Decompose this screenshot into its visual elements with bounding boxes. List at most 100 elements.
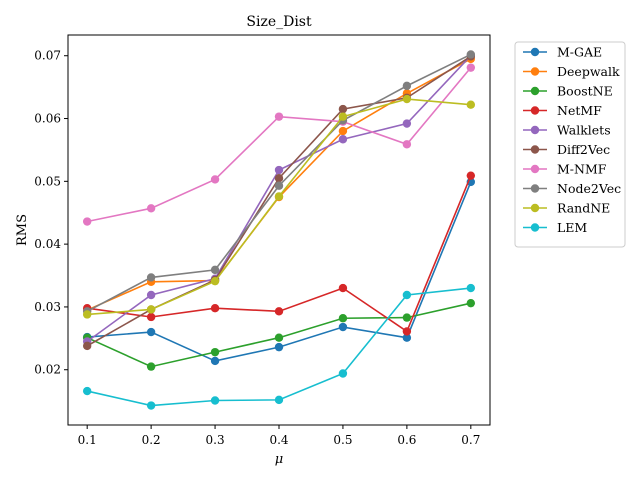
data-point-m-gae xyxy=(338,322,348,332)
data-point-randne xyxy=(338,112,348,121)
legend-item-walklets: Walklets xyxy=(523,123,611,138)
legend-item-node2vec: Node2Vec xyxy=(523,181,621,196)
data-point-boostne xyxy=(466,298,476,308)
y-tick-label: 0.02 xyxy=(34,363,61,377)
x-tick-label: 0.7 xyxy=(461,433,480,447)
data-point-node2vec xyxy=(274,181,284,190)
data-point-netmf xyxy=(146,312,156,322)
data-point-randne xyxy=(82,310,92,319)
legend-marker xyxy=(530,203,540,213)
y-tick-label: 0.05 xyxy=(34,174,61,188)
data-point-m-gae xyxy=(402,333,412,342)
data-point-diff2vec xyxy=(338,104,348,114)
data-point-lem xyxy=(274,395,284,405)
legend-label: LEM xyxy=(557,220,587,235)
x-tick-label: 0.6 xyxy=(397,433,416,447)
legend-marker xyxy=(530,106,540,115)
y-tick-label: 0.07 xyxy=(34,49,61,63)
legend-marker xyxy=(530,86,540,96)
data-point-boostne xyxy=(274,333,284,342)
data-point-m-nmf xyxy=(402,140,412,149)
y-tick-label: 0.04 xyxy=(34,237,61,251)
data-point-netmf xyxy=(274,307,284,316)
data-point-walklets xyxy=(338,135,348,144)
legend-item-diff2vec: Diff2Vec xyxy=(523,142,610,157)
legend-box xyxy=(514,41,626,248)
data-point-netmf xyxy=(338,283,348,293)
data-point-randne xyxy=(466,100,476,109)
series-randne xyxy=(82,94,476,319)
series-node2vec xyxy=(82,50,476,316)
data-point-boostne xyxy=(210,347,220,357)
y-axis-ticks: 0.02 0.03 0.04 0.05 0.06 0.07 xyxy=(34,49,68,377)
data-point-lem xyxy=(82,386,92,396)
data-point-m-nmf xyxy=(146,204,156,213)
legend-label: Diff2Vec xyxy=(557,142,610,157)
data-point-m-gae xyxy=(210,356,220,366)
data-point-boostne xyxy=(146,362,156,371)
data-point-walklets xyxy=(274,165,284,175)
legend-marker xyxy=(530,223,540,232)
legend-item-lem: LEM xyxy=(523,220,587,235)
legend-item-m-nmf: M-NMF xyxy=(523,162,607,177)
data-point-randne xyxy=(146,305,156,314)
plot-area: 0.1 0.2 0.3 0.4 0.5 0.6 0.7 0.020.030.040.050.… xyxy=(34,34,491,447)
legend-label: M-GAE xyxy=(557,45,602,60)
legend-label: Deepwalk xyxy=(557,64,620,79)
x-tick-label: 0.4 xyxy=(269,433,288,447)
data-point-netmf xyxy=(402,327,412,336)
data-point-randne xyxy=(402,94,412,104)
data-point-randne xyxy=(210,276,220,286)
legend-item-m-gae: M-GAE xyxy=(523,45,602,60)
data-point-randne xyxy=(274,192,284,201)
data-point-netmf xyxy=(466,171,476,180)
data-point-m-gae xyxy=(274,342,284,352)
legend-marker xyxy=(530,125,540,135)
y-tick-label: 0.06 xyxy=(34,112,61,126)
data-point-node2vec xyxy=(210,265,220,275)
legend: M-GAE Deepwalk BoostNE NetMF Walklets Diff2Ve… xyxy=(514,41,626,248)
data-point-m-nmf xyxy=(466,63,476,72)
data-point-boostne xyxy=(402,313,412,322)
data-point-walklets xyxy=(402,119,412,128)
x-tick-label: 0.1 xyxy=(78,433,97,447)
data-point-diff2vec xyxy=(274,173,284,183)
data-point-m-gae xyxy=(146,327,156,337)
legend-marker xyxy=(530,67,540,76)
legend-item-randne: RandNE xyxy=(523,201,610,216)
x-tick-label: 0.3 xyxy=(206,433,225,447)
legend-marker xyxy=(530,145,540,154)
series-boostne xyxy=(82,298,476,371)
data-point-lem xyxy=(338,369,348,378)
chart-title: Size_Dist xyxy=(246,14,312,30)
data-point-m-nmf xyxy=(274,112,284,121)
x-tick-label: 0.2 xyxy=(142,433,161,447)
x-tick-label: 0.5 xyxy=(333,433,352,447)
y-tick-label: 0.03 xyxy=(34,300,61,314)
legend-label: BoostNE xyxy=(557,84,613,99)
legend-marker xyxy=(530,184,540,193)
legend-marker xyxy=(530,164,540,174)
data-point-diff2vec xyxy=(82,341,92,351)
series-lem xyxy=(82,283,476,410)
data-point-lem xyxy=(146,401,156,410)
data-point-m-nmf xyxy=(82,217,92,226)
x-axis-ticks: 0.1 0.2 0.3 0.4 0.5 0.6 0.7 xyxy=(78,425,480,447)
legend-item-netmf: NetMF xyxy=(523,103,602,118)
data-point-boostne xyxy=(338,314,348,323)
legend-marker xyxy=(530,47,540,57)
legend-item-deepwalk: Deepwalk xyxy=(523,64,620,79)
data-point-node2vec xyxy=(466,50,476,59)
series-group xyxy=(82,50,476,410)
legend-label: Node2Vec xyxy=(557,181,621,196)
x-axis-label: μ xyxy=(275,452,283,467)
legend-label: NetMF xyxy=(557,103,602,118)
data-point-m-nmf xyxy=(210,175,220,184)
data-point-node2vec xyxy=(146,273,156,282)
data-point-lem xyxy=(402,290,412,300)
legend-item-boostne: BoostNE xyxy=(523,84,613,99)
data-point-deepwalk xyxy=(338,126,348,136)
y-axis-label: RMS xyxy=(15,214,30,246)
legend-label: Walklets xyxy=(557,123,611,138)
